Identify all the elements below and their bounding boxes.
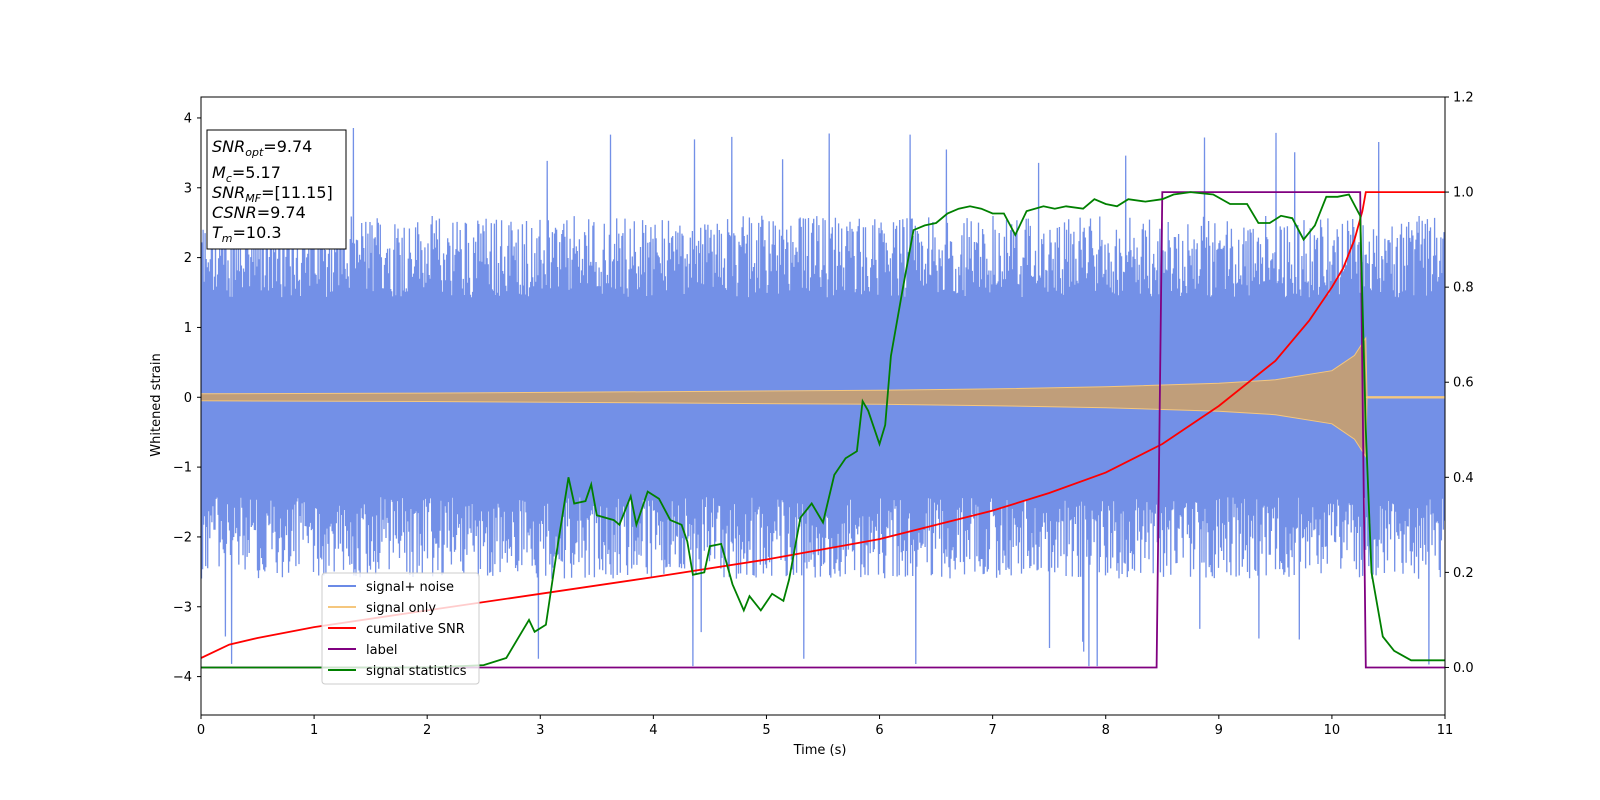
info-box: SNRopt=9.74 Mc=5.17 SNRMF=[11.15] CSNR=9… bbox=[206, 129, 347, 250]
x-tick-label: 2 bbox=[423, 723, 431, 738]
axes: 0 1 2 3 4 5 6 7 8 9 10 11 −4 −3 −2 −1 0 1 2 3 4 0.0 0.2 0.4 0.6 0… bbox=[173, 91, 1474, 739]
y-tick-label: −1 bbox=[173, 461, 192, 476]
x-tick-label: 6 bbox=[875, 723, 883, 738]
legend: signal+ noise signal only cumilative SNR… bbox=[321, 572, 480, 685]
legend-label-label: label bbox=[366, 643, 397, 658]
info-snr-opt: SNRopt=9.74 bbox=[212, 137, 312, 159]
info-tm: Tm=10.3 bbox=[212, 223, 282, 245]
y2-tick-label: 0.0 bbox=[1453, 661, 1474, 676]
y2-tick-label: 0.6 bbox=[1453, 376, 1474, 391]
legend-label-signal-noise: signal+ noise bbox=[366, 580, 454, 595]
y-tick-label: 4 bbox=[184, 111, 192, 126]
series-signal-statistics bbox=[201, 191, 1445, 669]
y2-tick-label: 1.2 bbox=[1453, 91, 1474, 106]
x-tick-label: 1 bbox=[310, 723, 318, 738]
x-tick-label: 5 bbox=[762, 723, 770, 738]
y-tick-label: 3 bbox=[184, 181, 192, 196]
y-tick-label: 1 bbox=[184, 321, 192, 336]
x-tick-label: 7 bbox=[988, 723, 996, 738]
legend-label-cumulative-snr: cumilative SNR bbox=[366, 622, 465, 637]
x-tick-label: 10 bbox=[1324, 723, 1341, 738]
y2-tick-label: 1.0 bbox=[1453, 186, 1474, 201]
x-axis-label: Time (s) bbox=[793, 743, 847, 758]
info-box-frame bbox=[206, 129, 347, 250]
y-axis-label: Whitened strain bbox=[149, 353, 164, 456]
series-signal-only bbox=[201, 336, 1445, 459]
y-tick-label: 0 bbox=[184, 391, 192, 406]
legend-label-signal-only: signal only bbox=[366, 601, 436, 616]
x-tick-label: 4 bbox=[649, 723, 657, 738]
y-tick-label: 2 bbox=[184, 251, 192, 266]
y-tick-label: −4 bbox=[173, 670, 192, 685]
x-tick-label: 3 bbox=[536, 723, 544, 738]
legend-label-signal-statistics: signal statistics bbox=[366, 664, 467, 679]
legend-frame bbox=[321, 572, 480, 685]
x-tick-label: 0 bbox=[197, 723, 205, 738]
x-tick-label: 11 bbox=[1437, 723, 1454, 738]
y2-tick-label: 0.4 bbox=[1453, 471, 1474, 486]
info-snr-mf: SNRMF=[11.15] bbox=[212, 183, 333, 205]
info-csnr: CSNR=9.74 bbox=[212, 203, 306, 222]
y2-tick-label: 0.8 bbox=[1453, 281, 1474, 296]
x-tick-label: 8 bbox=[1102, 723, 1110, 738]
plot-frame bbox=[200, 96, 1446, 716]
x-tick-label: 9 bbox=[1215, 723, 1223, 738]
info-mc: Mc=5.17 bbox=[212, 163, 281, 185]
series-signal-noise bbox=[201, 127, 1445, 667]
y2-tick-label: 0.2 bbox=[1453, 566, 1474, 581]
y-tick-label: −2 bbox=[173, 530, 192, 545]
series-label bbox=[201, 191, 1445, 669]
y-tick-label: −3 bbox=[173, 600, 192, 615]
